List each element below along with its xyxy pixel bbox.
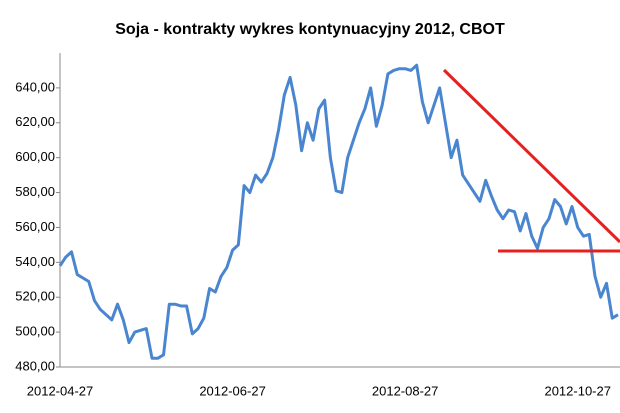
- y-tick-label: 540,00: [15, 254, 55, 269]
- x-tick-label: 2012-06-27: [199, 383, 266, 398]
- trend-line: [442, 68, 620, 244]
- y-tick-label: 600,00: [15, 149, 55, 164]
- y-tick-label: 520,00: [15, 289, 55, 304]
- chart-title: Soja - kontrakty wykres kontynuacyjny 20…: [115, 21, 505, 38]
- x-tick-label: 2012-08-27: [372, 383, 439, 398]
- y-tick-label: 620,00: [15, 114, 55, 129]
- line-series: [58, 63, 619, 360]
- y-tick-label: 480,00: [15, 358, 55, 373]
- plot: [58, 63, 619, 360]
- y-tick-label: 580,00: [15, 184, 55, 199]
- x-tick-label: 2012-10-27: [544, 383, 611, 398]
- y-tick-label: 640,00: [15, 79, 55, 94]
- x-tick-label: 2012-04-27: [27, 383, 94, 398]
- y-tick-label: 500,00: [15, 324, 55, 339]
- y-tick-label: 560,00: [15, 219, 55, 234]
